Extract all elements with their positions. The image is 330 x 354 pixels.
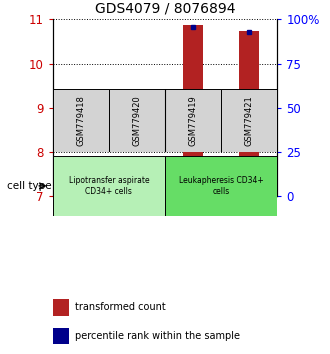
Bar: [53, 327, 69, 344]
Text: GSM779419: GSM779419: [188, 95, 198, 146]
Text: cell type: cell type: [7, 181, 51, 191]
Bar: [53, 88, 109, 152]
Text: GSM779418: GSM779418: [76, 95, 85, 146]
Bar: [53, 299, 69, 315]
Text: percentile rank within the sample: percentile rank within the sample: [75, 331, 240, 341]
Bar: [183, 25, 203, 196]
Bar: [53, 156, 165, 216]
Text: GSM779420: GSM779420: [132, 95, 142, 146]
Bar: [127, 170, 147, 196]
Bar: [221, 88, 277, 152]
Title: GDS4079 / 8076894: GDS4079 / 8076894: [95, 1, 235, 16]
Text: transformed count: transformed count: [75, 302, 166, 312]
Text: Lipotransfer aspirate
CD34+ cells: Lipotransfer aspirate CD34+ cells: [69, 176, 149, 195]
Bar: [109, 88, 165, 152]
Bar: [165, 156, 277, 216]
Bar: [71, 170, 91, 196]
Bar: [165, 88, 221, 152]
Text: GSM779421: GSM779421: [245, 95, 254, 146]
Bar: [239, 32, 259, 196]
Text: Leukapheresis CD34+
cells: Leukapheresis CD34+ cells: [179, 176, 263, 195]
